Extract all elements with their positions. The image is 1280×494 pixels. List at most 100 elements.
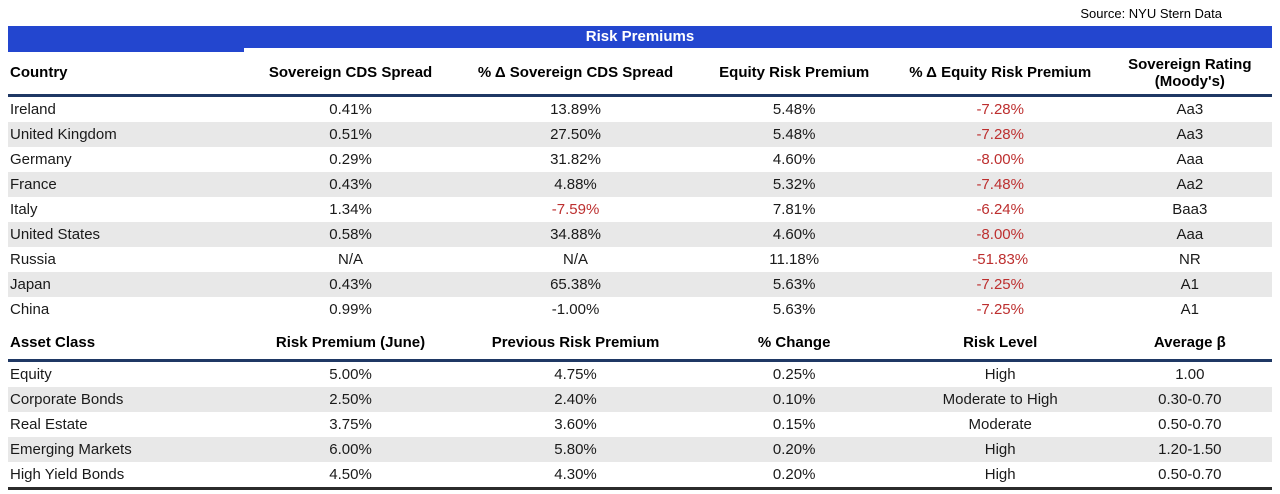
asset-cell: 0.20% <box>772 441 816 458</box>
title-tab-underline <box>8 48 244 52</box>
country-column-header: Country <box>8 52 246 97</box>
table-row: Corporate Bonds 2.50% 2.40% 0.10% Moderate t… <box>8 387 1272 412</box>
table-title-bar: Risk Premiums <box>8 26 1272 48</box>
risk-premiums-table-area: Risk Premiums Country Sovereign CDS Sprea… <box>8 26 1272 490</box>
country-cell: Aaa <box>1176 226 1204 243</box>
table-row: Italy 1.34% -7.59% 7.81% -6.24% Baa3 <box>8 197 1272 222</box>
asset-cell: Moderate to High <box>942 391 1058 408</box>
country-cell: -6.24% <box>976 201 1024 218</box>
table-row: Germany 0.29% 31.82% 4.60% -8.00% Aaa <box>8 147 1272 172</box>
country-cell: 65.38% <box>550 276 601 293</box>
country-cell: 27.50% <box>550 126 601 143</box>
table-row: United Kingdom 0.51% 27.50% 5.48% -7.28% Aa3 <box>8 122 1272 147</box>
asset-cell: 3.75% <box>329 416 372 433</box>
asset-cell: Emerging Markets <box>10 441 132 458</box>
country-cell: Germany <box>10 151 72 168</box>
country-cell: -1.00% <box>551 301 600 318</box>
table-row: Ireland 0.41% 13.89% 5.48% -7.28% Aa3 <box>8 96 1272 123</box>
table-row: China 0.99% -1.00% 5.63% -7.25% A1 <box>8 297 1272 322</box>
table-row: France 0.43% 4.88% 5.32% -7.48% Aa2 <box>8 172 1272 197</box>
table-row: Emerging Markets 6.00% 5.80% 0.20% High 1.20-… <box>8 437 1272 462</box>
country-cell: -7.28% <box>976 126 1024 143</box>
country-column-header: Sovereign Rating (Moody's) <box>1107 52 1272 97</box>
country-cell: United States <box>10 226 101 243</box>
country-column-header: % Δ Equity Risk Premium <box>892 52 1108 97</box>
asset-cell: 5.80% <box>554 441 597 458</box>
asset-cell: 2.50% <box>329 391 372 408</box>
asset-cell: 1.00 <box>1175 366 1205 383</box>
asset-column-header: Risk Premium (June) <box>245 326 456 362</box>
asset-cell: 6.00% <box>329 441 372 458</box>
country-cell: France <box>10 176 57 193</box>
asset-cell: 0.50-0.70 <box>1158 416 1222 433</box>
asset-cell: 4.50% <box>329 466 372 483</box>
country-cell: Japan <box>10 276 51 293</box>
country-table-body: Ireland 0.41% 13.89% 5.48% -7.28% Aa3 United K… <box>8 96 1272 323</box>
country-cell: -7.59% <box>551 201 600 218</box>
country-cell: 13.89% <box>550 101 601 118</box>
country-cell: 7.81% <box>772 201 816 218</box>
country-cell: -7.25% <box>976 301 1024 318</box>
asset-cell: Real Estate <box>10 416 88 433</box>
country-cell: 0.99% <box>329 301 372 318</box>
country-cell: -7.48% <box>976 176 1024 193</box>
country-cell: 34.88% <box>550 226 601 243</box>
country-column-header: Equity Risk Premium <box>695 52 893 97</box>
asset-cell: Moderate <box>968 416 1032 433</box>
country-cell: China <box>10 301 50 318</box>
country-cell: N/A <box>338 251 364 268</box>
asset-column-header: Previous Risk Premium <box>455 326 696 362</box>
asset-column-header: Average β <box>1107 326 1272 362</box>
asset-cell: 1.20-1.50 <box>1158 441 1222 458</box>
country-cell: -7.25% <box>976 276 1024 293</box>
country-cell: -51.83% <box>972 251 1029 268</box>
country-cell: 11.18% <box>769 251 820 268</box>
asset-class-table: Asset Class Risk Premium (June) Previous R… <box>8 326 1272 490</box>
country-cell: 4.88% <box>554 176 597 193</box>
table-row: Russia N/A N/A 11.18% -51.83% NR <box>8 247 1272 272</box>
country-cell: 4.60% <box>772 151 816 168</box>
country-cell: 5.32% <box>772 176 816 193</box>
country-column-header: % Δ Sovereign CDS Spread <box>455 52 696 97</box>
asset-cell: 2.40% <box>554 391 597 408</box>
country-table-header: Country Sovereign CDS Spread% Δ Sovereign… <box>8 52 1272 97</box>
country-cell: Aa2 <box>1176 176 1204 193</box>
country-cell: 0.43% <box>329 176 372 193</box>
country-cell: Aa3 <box>1176 126 1204 143</box>
asset-column-header: Asset Class <box>8 326 246 362</box>
table-row: Equity 5.00% 4.75% 0.25% High 1.00 <box>8 361 1272 388</box>
country-cell: Ireland <box>10 101 56 118</box>
asset-column-header: % Change <box>695 326 893 362</box>
asset-cell: 0.10% <box>772 391 816 408</box>
asset-cell: Equity <box>10 366 52 383</box>
country-cell: 5.48% <box>772 126 816 143</box>
asset-cell: 3.60% <box>554 416 597 433</box>
asset-cell: High <box>984 441 1016 458</box>
country-cell: 0.29% <box>329 151 372 168</box>
country-cell: -8.00% <box>976 226 1024 243</box>
asset-cell: 0.15% <box>772 416 816 433</box>
asset-table-header: Asset Class Risk Premium (June) Previous R… <box>8 326 1272 362</box>
source-note: Source: NYU Stern Data <box>1080 6 1222 21</box>
table-row: High Yield Bonds 4.50% 4.30% 0.20% High 0.50-… <box>8 462 1272 489</box>
asset-cell: 5.00% <box>329 366 372 383</box>
asset-cell: 4.30% <box>554 466 597 483</box>
asset-column-header: Risk Level <box>892 326 1108 362</box>
asset-table-body: Equity 5.00% 4.75% 0.25% High 1.00 Corporate B… <box>8 361 1272 489</box>
asset-head-row: Asset Class Risk Premium (June) Previous R… <box>8 326 1272 362</box>
table-row: Real Estate 3.75% 3.60% 0.15% Moderate 0.50-0… <box>8 412 1272 437</box>
country-column-header: Sovereign CDS Spread <box>245 52 456 97</box>
country-cell: -7.28% <box>976 101 1024 118</box>
country-cell: 31.82% <box>550 151 601 168</box>
asset-cell: High <box>984 466 1016 483</box>
asset-cell: High <box>984 366 1016 383</box>
country-cell: Aaa <box>1176 151 1204 168</box>
asset-cell: 0.20% <box>772 466 816 483</box>
asset-cell: 0.25% <box>772 366 816 383</box>
country-cell: 5.63% <box>772 301 816 318</box>
asset-cell: High Yield Bonds <box>10 466 125 483</box>
country-cell: NR <box>1178 251 1201 268</box>
asset-cell: Corporate Bonds <box>10 391 124 408</box>
country-cell: 0.51% <box>329 126 372 143</box>
